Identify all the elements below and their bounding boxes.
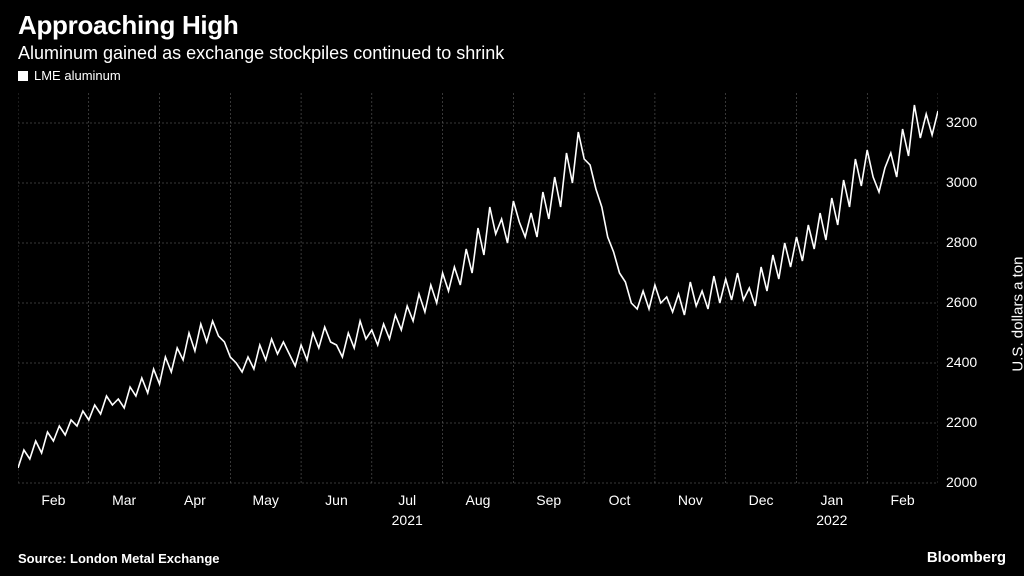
x-tick-label: Jan [821,492,844,508]
x-tick-label: Jun [325,492,348,508]
x-tick-label: Feb [41,492,65,508]
y-tick-label: 2000 [946,474,977,490]
y-tick-label: 3000 [946,174,977,190]
y-axis-label: U.S. dollars a ton [1010,257,1024,372]
x-tick-label: Mar [112,492,136,508]
x-tick-label: Nov [678,492,703,508]
source-footer: Source: London Metal Exchange [18,551,220,566]
line-chart [18,88,938,488]
chart-subtitle: Aluminum gained as exchange stockpiles c… [18,43,1006,64]
y-tick-label: 2200 [946,414,977,430]
x-tick-label: Apr [184,492,206,508]
y-tick-label: 2400 [946,354,977,370]
x-tick-label: May [252,492,278,508]
x-year-label: 2021 [392,512,423,528]
legend: LME aluminum [18,68,121,83]
y-tick-label: 2800 [946,234,977,250]
chart-area [18,88,938,488]
legend-swatch [18,71,28,81]
x-tick-label: Oct [609,492,631,508]
chart-title: Approaching High [18,10,1006,41]
legend-label: LME aluminum [34,68,121,83]
x-tick-label: Feb [891,492,915,508]
x-year-label: 2022 [816,512,847,528]
x-tick-label: Dec [749,492,774,508]
brand-label: Bloomberg [927,549,1006,566]
chart-header: Approaching High Aluminum gained as exch… [0,0,1024,68]
y-tick-label: 3200 [946,114,977,130]
x-tick-label: Aug [466,492,491,508]
y-tick-label: 2600 [946,294,977,310]
x-tick-label: Jul [398,492,416,508]
x-tick-label: Sep [536,492,561,508]
